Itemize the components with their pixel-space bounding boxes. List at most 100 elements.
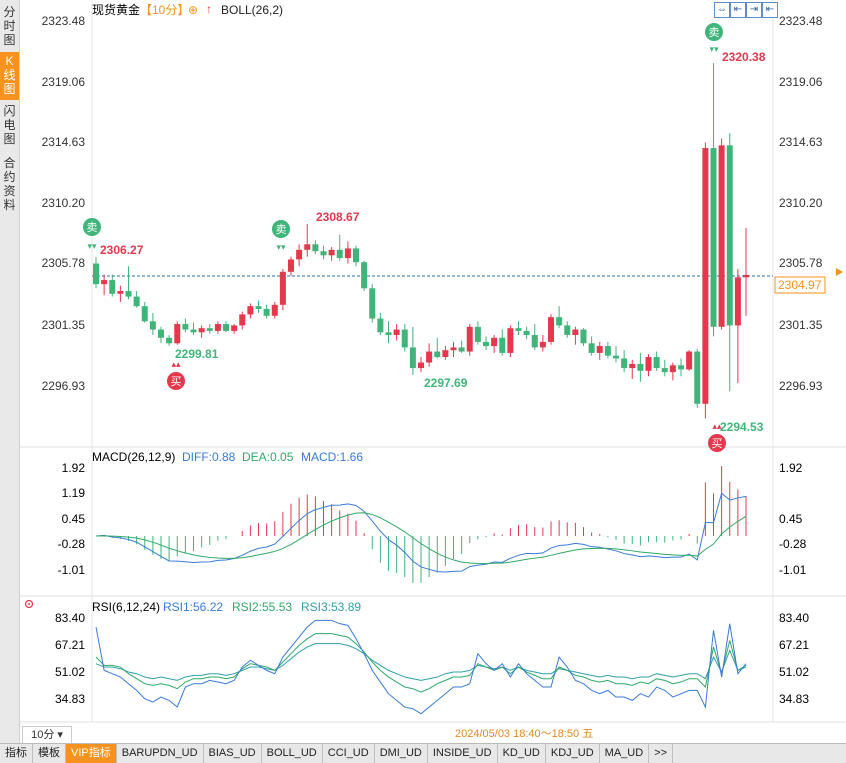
candle-body: [491, 337, 498, 347]
rsi-tick-right: 51.02: [779, 665, 809, 679]
candle-body: [296, 249, 303, 260]
candle-body: [442, 350, 449, 358]
candle-body: [507, 328, 514, 353]
period-selector-label: 10分: [31, 729, 55, 741]
rsi3-line: [95, 643, 747, 681]
candle-body: [596, 346, 603, 353]
candle-body: [401, 329, 408, 348]
tab-barupdn[interactable]: BARUPDN_UD: [117, 744, 204, 763]
tab-inside[interactable]: INSIDE_UD: [428, 744, 498, 763]
sell-signal: 卖 ▾▾: [83, 218, 101, 251]
candle-body: [588, 343, 595, 353]
candle-body: [174, 324, 181, 344]
high-label: 2306.27: [100, 243, 144, 257]
macd-tick-left: 0.45: [62, 512, 86, 526]
tab-time-chart[interactable]: 分时图: [3, 5, 16, 47]
candle-body: [613, 355, 619, 359]
price-tick-right: 2301.35: [779, 318, 823, 332]
rsi1-line: [95, 619, 747, 715]
candle-body: [629, 363, 636, 369]
rsi-tick-right: 67.21: [779, 638, 809, 652]
candle-body: [271, 304, 278, 316]
candle-body: [223, 324, 229, 331]
candle-body: [604, 346, 611, 356]
instrument-name: 现货黄金: [92, 2, 140, 17]
time-range-label: 2024/05/03 18:40～18:50 五: [455, 728, 594, 740]
tab-dmi[interactable]: DMI_UD: [375, 744, 428, 763]
candle-body: [483, 341, 489, 347]
tab-ma[interactable]: MA_UD: [600, 744, 650, 763]
candle-body: [572, 329, 579, 336]
tab-kdj[interactable]: KDJ_UD: [546, 744, 600, 763]
settings-icon[interactable]: ⊕: [188, 3, 198, 17]
candle-body: [385, 332, 392, 336]
candle-body: [93, 263, 99, 285]
candle-body: [231, 325, 238, 331]
candle-body: [564, 325, 571, 336]
rsi-gear-icon[interactable]: [24, 599, 34, 609]
svg-text:▴▴: ▴▴: [171, 359, 181, 369]
buy-signal: 买 ▴▴: [708, 421, 726, 452]
tab-boll[interactable]: BOLL_UD: [262, 744, 323, 763]
candle-body: [743, 274, 749, 278]
fit-chart-icon[interactable]: ⇔: [714, 2, 730, 18]
buy-signal: 买 ▴▴: [167, 359, 185, 390]
tab-lightning-chart[interactable]: 闪电图: [3, 104, 16, 146]
candle-body: [718, 145, 725, 327]
high-label: 2320.38: [722, 50, 766, 64]
price-tick-right: 2314.63: [779, 135, 823, 149]
scroll-start-icon[interactable]: ⇤: [730, 2, 746, 18]
last-price-label: 2304.97: [778, 278, 822, 292]
rsi3-value: RSI3:53.89: [301, 600, 361, 614]
rsi-tick-right: 83.40: [779, 611, 809, 625]
boll-arrow-icon: ↑: [206, 2, 212, 16]
candle-body: [499, 337, 506, 353]
price-tick-right: 2296.93: [779, 379, 823, 393]
tab-contract-info[interactable]: 合约资料: [3, 156, 16, 212]
price-axis: 2323.48 2319.06 2314.63 2310.20 2305.78 …: [42, 14, 823, 393]
candle-body: [531, 335, 538, 348]
svg-text:▾▾: ▾▾: [709, 44, 719, 54]
tab-kline-chart[interactable]: K线图: [0, 52, 19, 100]
tab-indicators[interactable]: 指标: [0, 744, 33, 763]
tab-bias[interactable]: BIAS_UD: [204, 744, 262, 763]
rsi-tick-right: 34.83: [779, 692, 809, 706]
sell-signal-label: 卖: [87, 221, 98, 234]
candle-body: [678, 365, 684, 370]
period-selector[interactable]: 10分 ▾: [22, 726, 72, 744]
candle-body: [621, 358, 628, 369]
low-label: 2299.81: [175, 347, 219, 361]
tab-more[interactable]: >>: [649, 744, 674, 763]
tab-cci[interactable]: CCI_UD: [323, 744, 375, 763]
candle-body: [344, 248, 351, 259]
tab-vip-indicators[interactable]: VIP指标: [66, 744, 117, 763]
svg-text:▾▾: ▾▾: [276, 242, 286, 252]
candle-body: [409, 347, 416, 369]
scroll-end-icon[interactable]: ⇥: [746, 2, 762, 18]
tab-templates[interactable]: 模板: [33, 744, 66, 763]
candle-body: [637, 363, 644, 371]
candle-body: [393, 329, 400, 336]
candle-body: [466, 326, 473, 352]
candle-body: [702, 148, 709, 404]
candle-body: [198, 328, 205, 333]
candle-body: [304, 244, 311, 250]
macd-tick-left: -1.01: [58, 563, 86, 577]
candle-body: [434, 351, 441, 358]
candle-body: [669, 365, 676, 373]
candle-body: [361, 262, 368, 289]
candle-body: [377, 318, 384, 333]
macd-title: MACD(26,12,9): [92, 450, 175, 464]
price-tick-right: 2323.48: [779, 14, 823, 28]
price-tick-left: 2310.20: [42, 196, 86, 210]
tab-kd[interactable]: KD_UD: [498, 744, 546, 763]
reset-view-icon[interactable]: ⇤: [762, 2, 778, 18]
macd-tick-right: 1.92: [779, 461, 803, 475]
chart-area[interactable]: 现货黄金 【10分】 ⊕ ↑ BOLL(26,2) 2323.48 2319.0…: [0, 0, 846, 743]
last-price-box: [774, 276, 826, 294]
candle-body: [426, 351, 433, 363]
rsi-tick-left: 34.83: [55, 692, 85, 706]
candlestick-series: [93, 63, 749, 419]
macd-tick-left: -0.28: [58, 537, 86, 551]
rsi2-line: [95, 633, 747, 693]
